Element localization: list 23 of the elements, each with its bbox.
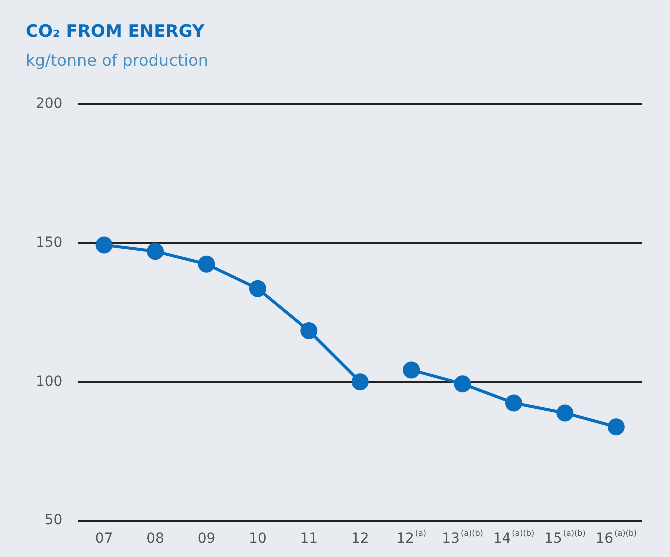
- x-tick-label: 10: [249, 531, 267, 547]
- x-tick-label: 11: [300, 531, 318, 547]
- chart-title: CO₂ FROM ENERGY: [26, 22, 205, 42]
- y-tick-label: 50: [44, 512, 63, 529]
- x-tick-label: 08: [146, 531, 164, 547]
- point: [352, 374, 369, 391]
- y-tick-label: 100: [36, 374, 63, 390]
- point: [198, 256, 216, 273]
- point: [505, 394, 522, 412]
- point: [403, 362, 420, 379]
- point: [556, 404, 574, 422]
- point: [454, 376, 472, 393]
- point: [300, 322, 318, 340]
- y-tick-label: 200: [36, 96, 63, 112]
- point: [96, 236, 113, 254]
- x-tick-label: 07: [95, 531, 114, 547]
- point: [249, 280, 266, 298]
- point: [147, 243, 164, 260]
- x-tick-label: 12: [351, 531, 370, 547]
- y-tick-label: 150: [36, 234, 63, 251]
- x-tick-label: 09: [198, 531, 216, 547]
- point: [608, 418, 625, 436]
- chart-subtitle: kg/tonne of production: [26, 51, 209, 70]
